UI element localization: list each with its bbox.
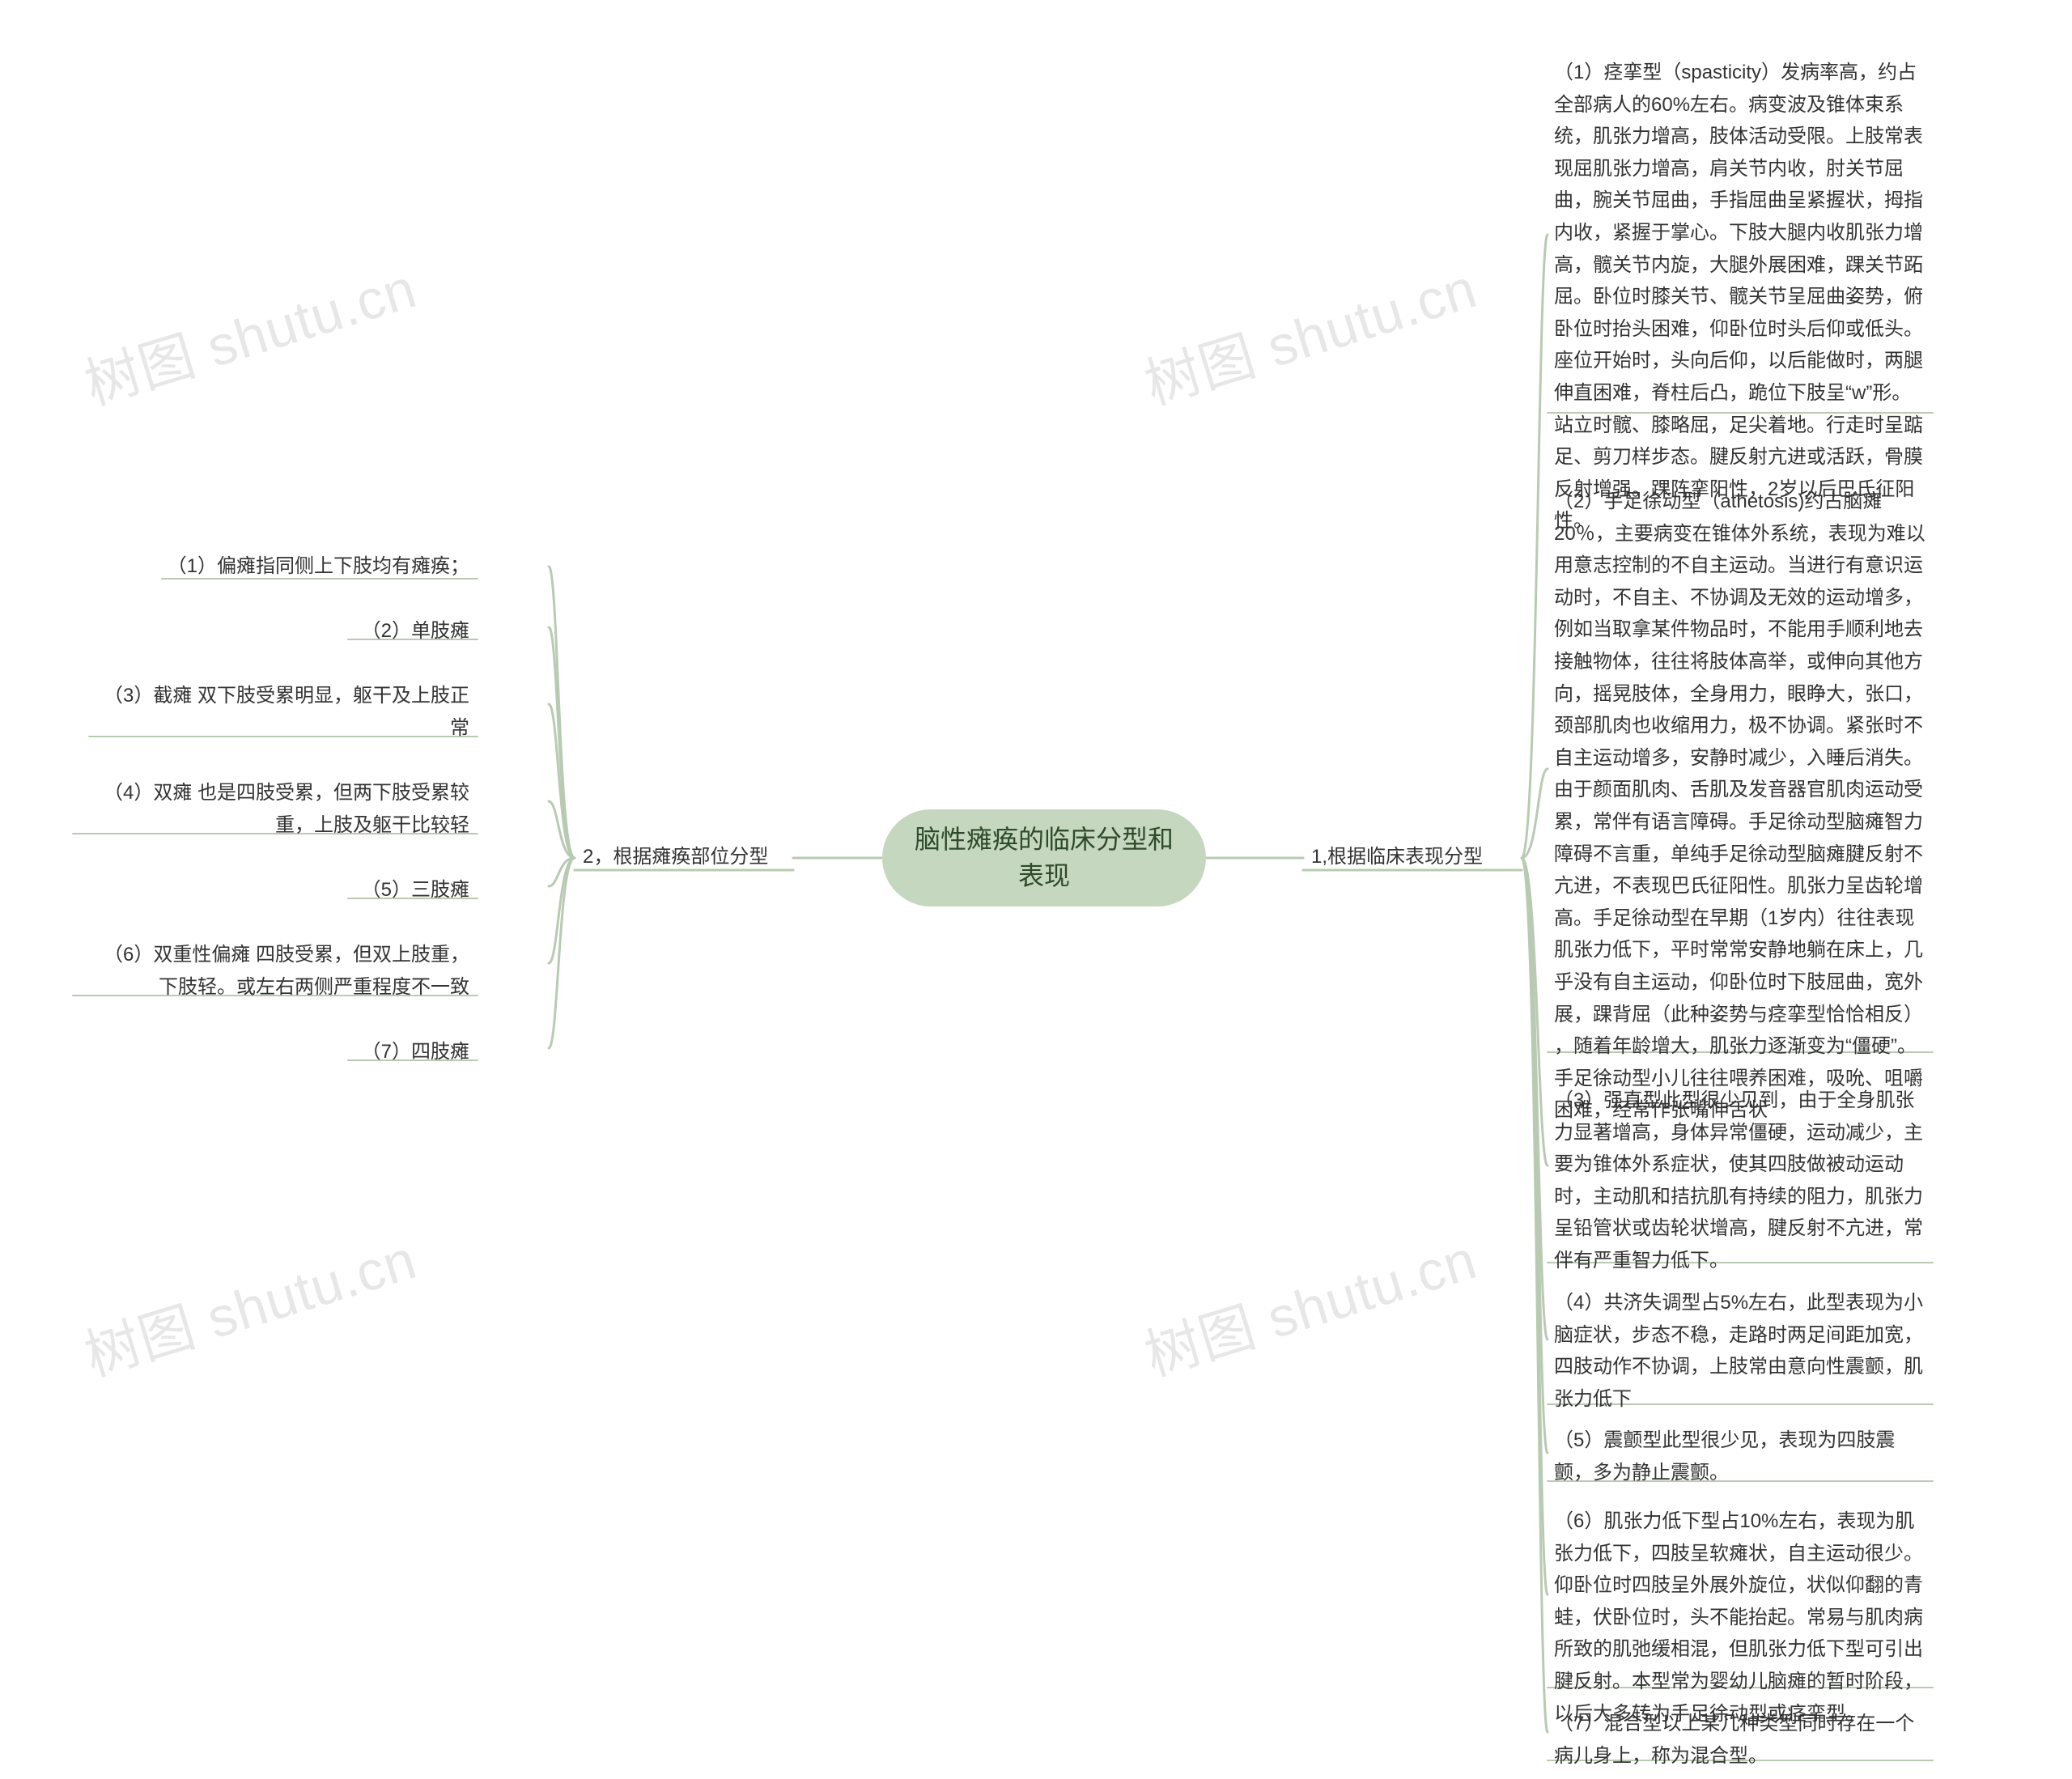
left-leaf-3[interactable]: （3）截瘫 双下肢受累明显，躯干及上肢正常: [97, 680, 469, 744]
right-leaf-4[interactable]: （4）共济失调型占5%左右，此型表现为小脑症状，步态不稳，走路时两足间距加宽，四…: [1554, 1287, 1926, 1415]
watermark: 树图 shutu.cn: [1134, 1215, 1484, 1391]
right-leaf-5[interactable]: （5）震颤型此型很少见，表现为四肢震颤，多为静止震颤。: [1554, 1424, 1926, 1488]
right-leaf-6[interactable]: （6）肌张力低下型占10%左右，表现为肌张力低下，四肢呈软瘫状，自主运动很少。仰…: [1554, 1505, 1926, 1730]
left-leaf-7[interactable]: （7）四肢瘫: [97, 1036, 469, 1068]
watermark: 树图 shutu.cn: [74, 1215, 424, 1391]
branch-left-label[interactable]: 2，根据瘫痪部位分型: [583, 843, 768, 871]
right-leaf-2[interactable]: （2）手足徐动型（athetosis)约占脑瘫20％，主要病变在锥体外系统，表现…: [1554, 486, 1926, 1127]
central-title: 脑性瘫痪的临床分型和表现: [906, 822, 1182, 894]
left-leaf-4[interactable]: （4）双瘫 也是四肢受累，但两下肢受累较重，上肢及躯干比较轻: [97, 777, 469, 841]
left-leaf-2[interactable]: （2）单肢瘫: [97, 615, 469, 647]
right-leaf-3[interactable]: （3）强直型此型很少见到，由于全身肌张力显著增高，身体异常僵硬，运动减少，主要为…: [1554, 1085, 1926, 1277]
right-leaf-1[interactable]: （1）痉挛型（spasticity）发病率高，约占全部病人的60%左右。病变波及…: [1554, 57, 1926, 537]
left-leaf-5[interactable]: （5）三肢瘫: [97, 874, 469, 906]
mindmap-canvas: 树图 shutu.cn 树图 shutu.cn 树图 shutu.cn 树图 s…: [0, 0, 2072, 1779]
central-node[interactable]: 脑性瘫痪的临床分型和表现: [882, 809, 1206, 906]
branch-right-label[interactable]: 1,根据临床表现分型: [1311, 843, 1483, 871]
left-leaf-6[interactable]: （6）双重性偏瘫 四肢受累，但双上肢重，下肢轻。或左右两侧严重程度不一致: [97, 939, 469, 1003]
watermark: 树图 shutu.cn: [74, 244, 424, 420]
left-leaf-1[interactable]: （1）偏瘫指同侧上下肢均有瘫痪；: [97, 550, 469, 583]
right-leaf-7[interactable]: （7）混合型以上某几种类型同时存在一个病儿身上，称为混合型。: [1554, 1708, 1926, 1772]
watermark: 树图 shutu.cn: [1134, 244, 1484, 420]
